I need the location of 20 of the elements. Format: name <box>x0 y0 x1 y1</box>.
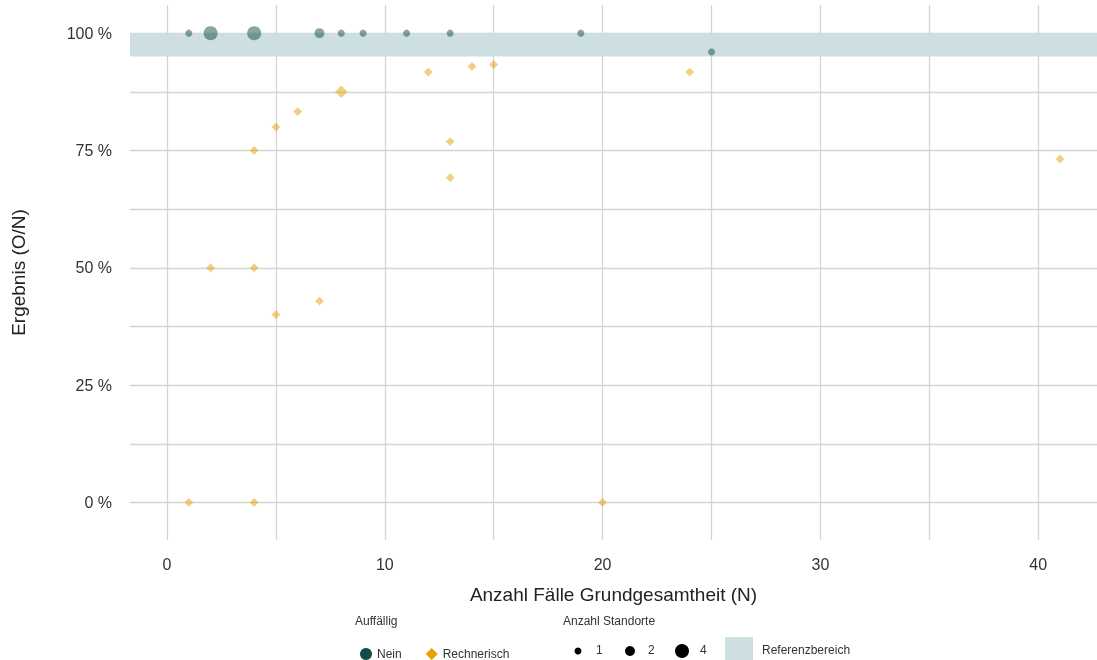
y-tick-label: 75 % <box>75 141 112 159</box>
x-tick-label: 0 <box>162 555 172 573</box>
x-tick-label: 40 <box>1029 555 1048 573</box>
x-tick-label: 20 <box>593 555 612 573</box>
legend-label: Rechnerisch <box>442 647 510 660</box>
y-tick-label: 25 % <box>75 376 112 394</box>
y-tick-label: 100 % <box>66 24 112 42</box>
y-tick-label: 0 % <box>84 493 112 511</box>
y-axis-title: Ergebnis (O/N) <box>8 209 29 336</box>
legend-label: Referenzbereich <box>762 643 851 657</box>
legend-label: 2 <box>648 643 655 657</box>
x-axis-title: Anzahl Fälle Grundgesamtheit (N) <box>469 584 758 605</box>
text: Anzahl Standorte <box>563 614 656 628</box>
legend-title: Auffällig <box>355 614 398 628</box>
legend-label: 4 <box>700 643 707 657</box>
y-tick-label: 50 % <box>75 259 112 277</box>
x-tick-label: 10 <box>375 555 394 573</box>
legend-label: 1 <box>596 643 603 657</box>
x-tick-label: 30 <box>811 555 830 573</box>
legend-label: Nein <box>377 647 402 660</box>
